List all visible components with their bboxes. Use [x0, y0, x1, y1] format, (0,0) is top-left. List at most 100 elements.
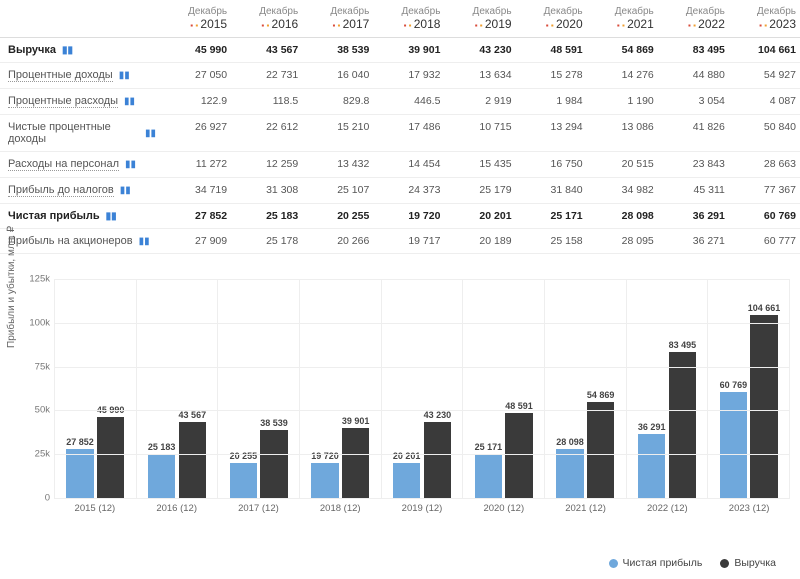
col-icons[interactable]: ▪ ▪ 2019 — [448, 17, 511, 31]
col-icons[interactable]: ▪ ▪ 2023 — [733, 17, 796, 31]
col-year: 2019 — [485, 17, 512, 31]
bar[interactable]: 48 591 — [505, 413, 532, 498]
row-cell: 83 495 — [658, 38, 729, 63]
pdf-icon[interactable]: ▪ — [475, 21, 478, 30]
xlabel: 2023 (12) — [708, 499, 790, 514]
col-icons[interactable]: ▪ ▪ 2022 — [662, 17, 725, 31]
col-icons[interactable]: ▪ ▪ 2021 — [591, 17, 654, 31]
pdf-icon[interactable]: ▪ — [261, 21, 264, 30]
bar[interactable]: 104 661 — [750, 315, 777, 498]
bar[interactable]: 20 255 — [230, 463, 257, 498]
doc-icon[interactable]: ▪ — [409, 21, 412, 30]
bar-chart-icon[interactable]: ▮▮ — [139, 236, 150, 247]
doc-icon[interactable]: ▪ — [693, 21, 696, 30]
row-cell: 41 826 — [658, 115, 729, 152]
chart-plot: 27 85245 990 25 18343 567 20 25538 539 19 7… — [54, 279, 790, 499]
row-label[interactable]: Выручка ▮▮ — [0, 38, 160, 63]
row-label[interactable]: Прибыль до налогов ▮▮ — [0, 178, 160, 204]
row-label[interactable]: Прибыль на акционеров ▮▮ — [0, 229, 160, 254]
row-cell: 31 308 — [231, 178, 302, 204]
row-label[interactable]: Процентные расходы ▮▮ — [0, 89, 160, 115]
pdf-icon[interactable]: ▪ — [617, 21, 620, 30]
legend-item[interactable]: Выручка — [720, 557, 776, 569]
pl-chart: Прибыли и убытки, млн. ₽ 27 85245 99025 … — [44, 279, 790, 539]
gridline — [54, 367, 790, 368]
bar[interactable]: 54 869 — [587, 402, 614, 498]
bar[interactable]: 83 495 — [669, 352, 696, 498]
row-cell: 16 750 — [516, 152, 587, 178]
doc-icon[interactable]: ▪ — [622, 21, 625, 30]
row-cell: 25 179 — [444, 178, 515, 204]
pdf-icon[interactable]: ▪ — [759, 21, 762, 30]
col-icons[interactable]: ▪ ▪ 2020 — [520, 17, 583, 31]
ytick-label: 50k — [20, 405, 50, 416]
bar[interactable]: 25 183 — [148, 454, 175, 498]
bar-chart-icon[interactable]: ▮▮ — [119, 70, 130, 81]
row-cell: 20 266 — [302, 229, 373, 254]
bar[interactable]: 39 901 — [342, 428, 369, 498]
col-year: 2018 — [414, 17, 441, 31]
bar-group: 19 72039 901 — [299, 279, 381, 498]
bar[interactable]: 60 769 — [720, 392, 747, 498]
row-label[interactable]: Чистые процентные доходы ▮▮ — [0, 115, 160, 152]
col-month: Декабрь — [164, 6, 227, 17]
bar[interactable]: 27 852 — [66, 449, 93, 498]
bar[interactable]: 38 539 — [260, 430, 287, 498]
row-cell: 1 984 — [516, 89, 587, 115]
row-cell: 122.9 — [160, 89, 231, 115]
doc-icon[interactable]: ▪ — [551, 21, 554, 30]
ytick-label: 125k — [20, 274, 50, 285]
doc-icon[interactable]: ▪ — [195, 21, 198, 30]
bar-chart-icon[interactable]: ▮▮ — [120, 185, 131, 196]
row-cell: 50 840 — [729, 115, 800, 152]
row-cell: 60 769 — [729, 204, 800, 229]
bar[interactable]: 28 098 — [556, 449, 583, 498]
bar[interactable]: 43 567 — [179, 422, 206, 498]
legend-label: Чистая прибыль — [623, 557, 703, 569]
col-header: Декабрь▪ ▪ 2022 — [658, 0, 729, 38]
col-icons[interactable]: ▪ ▪ 2017 — [306, 17, 369, 31]
row-cell: 27 852 — [160, 204, 231, 229]
bar[interactable]: 36 291 — [638, 434, 665, 498]
xlabel: 2015 (12) — [54, 499, 136, 514]
bar-chart-icon[interactable]: ▮▮ — [125, 159, 136, 170]
chart-bars: 27 85245 990 25 18343 567 20 25538 539 19 7… — [54, 279, 790, 498]
pdf-icon[interactable]: ▪ — [546, 21, 549, 30]
row-cell: 25 171 — [516, 204, 587, 229]
pdf-icon[interactable]: ▪ — [190, 21, 193, 30]
doc-icon[interactable]: ▪ — [480, 21, 483, 30]
pdf-icon[interactable]: ▪ — [332, 21, 335, 30]
bar-chart-icon[interactable]: ▮▮ — [106, 211, 117, 222]
bar[interactable]: 45 990 — [97, 417, 124, 498]
doc-icon[interactable]: ▪ — [338, 21, 341, 30]
row-label-text: Прибыль до налогов — [8, 184, 114, 197]
xlabel: 2020 (12) — [463, 499, 545, 514]
col-month: Декабрь — [306, 6, 369, 17]
xlabel: 2016 (12) — [136, 499, 218, 514]
row-label[interactable]: Расходы на персонал ▮▮ — [0, 152, 160, 178]
col-icons[interactable]: ▪ ▪ 2016 — [235, 17, 298, 31]
row-cell: 45 990 — [160, 38, 231, 63]
pdf-icon[interactable]: ▪ — [688, 21, 691, 30]
bar[interactable]: 25 171 — [475, 454, 502, 498]
row-label[interactable]: Процентные доходы ▮▮ — [0, 63, 160, 89]
bar-chart-icon[interactable]: ▮▮ — [62, 45, 73, 56]
col-header: Декабрь▪ ▪ 2016 — [231, 0, 302, 38]
pdf-icon[interactable]: ▪ — [404, 21, 407, 30]
bar[interactable]: 19 720 — [311, 463, 338, 498]
col-icons[interactable]: ▪ ▪ 2015 — [164, 17, 227, 31]
bar-chart-icon[interactable]: ▮▮ — [124, 96, 135, 107]
bar-value-label: 28 098 — [556, 437, 584, 449]
col-icons[interactable]: ▪ ▪ 2018 — [377, 17, 440, 31]
bar[interactable]: 20 201 — [393, 463, 420, 498]
col-year: 2021 — [627, 17, 654, 31]
bar-group: 25 18343 567 — [136, 279, 218, 498]
bar-chart-icon[interactable]: ▮▮ — [145, 128, 156, 139]
doc-icon[interactable]: ▪ — [266, 21, 269, 30]
bar[interactable]: 43 230 — [424, 422, 451, 498]
legend-item[interactable]: Чистая прибыль — [609, 557, 703, 569]
col-month: Декабрь — [733, 6, 796, 17]
doc-icon[interactable]: ▪ — [764, 21, 767, 30]
row-label[interactable]: Чистая прибыль ▮▮ — [0, 204, 160, 229]
row-cell: 27 050 — [160, 63, 231, 89]
